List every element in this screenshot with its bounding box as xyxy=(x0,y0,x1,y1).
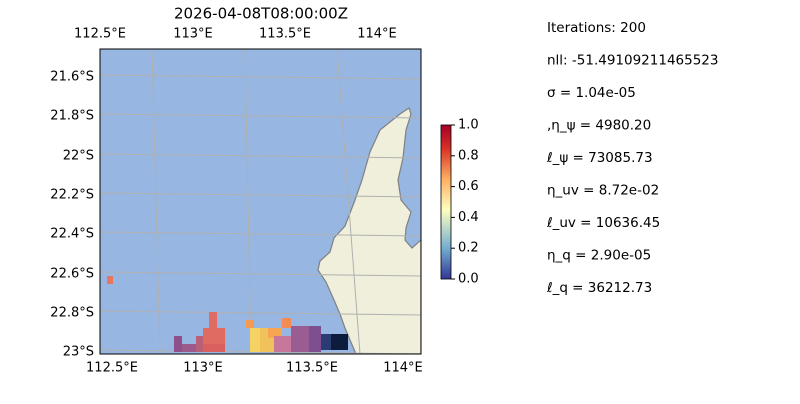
top-tick-label: 112.5°E xyxy=(74,27,126,42)
parameter: ,η_ψ = 4980.20 xyxy=(547,118,651,134)
parallel xyxy=(100,113,421,119)
bottom-tick-label: 113.5°E xyxy=(286,361,338,376)
meridian xyxy=(151,49,161,354)
top-tick-label: 113.5°E xyxy=(259,27,311,42)
bottom-tick-label: 113°E xyxy=(183,361,223,376)
parameter: ℓ_ψ = 73085.73 xyxy=(546,150,653,166)
map-frame xyxy=(99,48,422,355)
parallel xyxy=(100,153,421,159)
parameter: η_uv = 8.72e-02 xyxy=(547,183,659,199)
meridian xyxy=(244,49,252,354)
left-tick-label: 22.8°S xyxy=(50,306,94,321)
left-tick-label: 21.8°S xyxy=(50,109,94,124)
parallel xyxy=(100,192,421,198)
left-tick-label: 21.6°S xyxy=(50,70,94,85)
top-tick-label: 114°E xyxy=(357,27,397,42)
parameter: ℓ_q = 36212.73 xyxy=(546,280,652,296)
cells xyxy=(107,276,348,352)
colorbar-tick-label: 0.2 xyxy=(458,241,479,256)
parallel xyxy=(100,310,421,316)
axis-labels: 112.5°E 113°E 113.5°E 114°E 112.5°E 113°E 113.… xyxy=(50,27,478,376)
colorbar-tick-label: 0.4 xyxy=(458,210,479,225)
parameter: nll: -51.49109211465523 xyxy=(547,53,719,69)
left-tick-label: 23°S xyxy=(63,345,94,360)
parameters: Iterations: 200 nll: -51.49109211465523 σ … xyxy=(546,20,719,296)
left-tick-label: 22°S xyxy=(63,149,94,164)
colorbar-tick-label: 0.8 xyxy=(458,148,479,163)
parameter: σ = 1.04e-05 xyxy=(547,85,636,101)
bottom-tick-label: 114°E xyxy=(383,361,423,376)
bottom-tick-label: 112.5°E xyxy=(86,361,138,376)
top-tick-label: 113°E xyxy=(173,27,213,42)
parameter: η_q = 2.90e-05 xyxy=(547,248,651,264)
meridian xyxy=(336,49,361,354)
colorbar-tick-label: 0.0 xyxy=(458,272,479,287)
left-tick-label: 22.4°S xyxy=(50,227,94,242)
parameter: ℓ_uv = 10636.45 xyxy=(546,215,660,231)
parallel xyxy=(100,231,421,237)
colorbar-tick-label: 0.6 xyxy=(458,179,479,194)
left-tick-label: 22.6°S xyxy=(50,267,94,282)
colorbar-tick-label: 1.0 xyxy=(458,118,479,133)
land xyxy=(317,107,421,354)
title: 2026-04-08T08:00:00Z xyxy=(174,5,348,23)
colorbar xyxy=(440,124,452,280)
parallel xyxy=(100,271,421,277)
graticule xyxy=(100,49,421,354)
parallel xyxy=(100,74,421,80)
parameter: Iterations: 200 xyxy=(547,20,646,36)
map xyxy=(100,49,421,354)
left-tick-label: 22.2°S xyxy=(50,188,94,203)
